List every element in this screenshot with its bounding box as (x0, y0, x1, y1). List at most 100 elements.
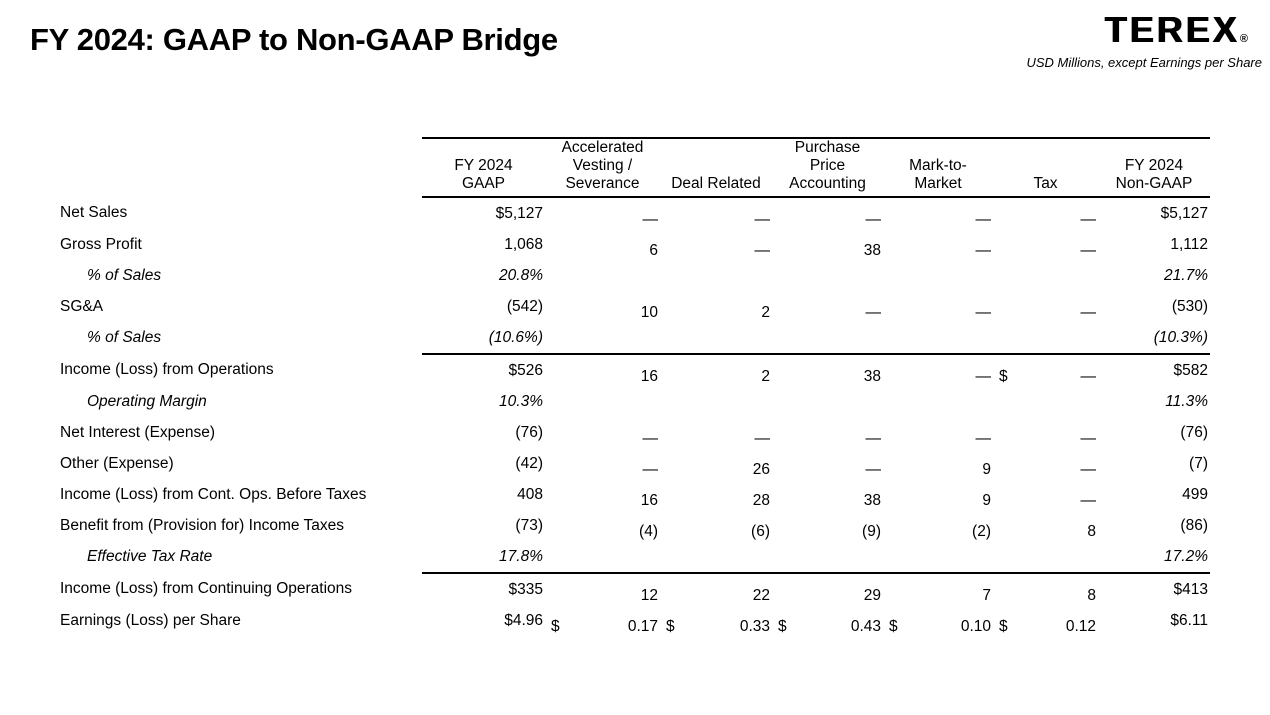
cell: 499 (1098, 479, 1210, 510)
cell-value: — (754, 241, 771, 259)
cell (772, 541, 883, 573)
table-row: Earnings (Loss) per Share $4.96 $0.17 $0.33… (60, 605, 1210, 636)
cell: 2 (660, 291, 772, 322)
cell: — (772, 448, 883, 479)
cell-value: 28 (752, 491, 770, 509)
cell-value: $4.96 (504, 611, 543, 629)
cell: 21.7% (1098, 260, 1210, 291)
cell-value: 16 (640, 491, 658, 509)
cell: (42) (422, 448, 545, 479)
cell (883, 322, 993, 354)
cell-value: (2) (972, 522, 991, 540)
row-label: Earnings (Loss) per Share (60, 611, 241, 629)
cell-value: 26 (752, 460, 770, 478)
cell-value: $526 (508, 361, 543, 379)
cell: 9 (883, 479, 993, 510)
cell-value: (7) (1189, 454, 1208, 472)
cell: (542) (422, 291, 545, 322)
registered-trademark-icon: ® (1239, 33, 1248, 45)
cell-value: 9 (982, 491, 991, 509)
cell (772, 260, 883, 291)
cell: $5,127 (1098, 197, 1210, 229)
row-label: Other (Expense) (60, 454, 174, 472)
cell-value: 12 (640, 586, 658, 604)
cell-value: — (1080, 367, 1097, 385)
table-row: Operating Margin 10.3% 11.3% (60, 386, 1210, 417)
cell-value: (530) (1171, 297, 1208, 315)
column-header-6: FY 2024 Non-GAAP (1098, 137, 1210, 198)
cell (772, 386, 883, 417)
cell: 38 (772, 229, 883, 260)
header-row: FY 2024 GAAP Accelerated Vesting / Severance… (60, 137, 1210, 198)
cell-value: — (1080, 429, 1097, 447)
cell: 8 (993, 572, 1098, 605)
cell-value: 408 (517, 485, 543, 503)
currency-prefix: $ (666, 617, 675, 635)
cell: — (660, 417, 772, 448)
row-label: % of Sales (87, 266, 162, 284)
cell (545, 386, 660, 417)
column-header-2: Deal Related (660, 137, 772, 198)
cell-value: (10.6%) (488, 328, 543, 346)
cell-value: — (865, 210, 882, 228)
cell: — (545, 417, 660, 448)
column-header-1: Accelerated Vesting / Severance (545, 137, 660, 198)
cell: $582 (1098, 353, 1210, 386)
cell-value: — (865, 460, 882, 478)
row-label: Benefit from (Provision for) Income Taxe… (60, 516, 344, 534)
column-header-5: Tax (993, 137, 1098, 198)
row-label: Income (Loss) from Continuing Operations (60, 580, 353, 597)
cell: — (772, 417, 883, 448)
units-note: USD Millions, except Earnings per Share (1026, 55, 1262, 70)
table-row: Benefit from (Provision for) Income Taxe… (60, 510, 1210, 541)
table-row: Income (Loss) from Continuing Operations… (60, 572, 1210, 605)
cell: 38 (772, 479, 883, 510)
cell-value: — (865, 429, 882, 447)
cell-value: 7 (982, 586, 991, 604)
cell-value: 0.17 (627, 617, 658, 635)
cell: $0.33 (660, 605, 772, 636)
cell: — (660, 197, 772, 229)
column-header-4: Mark-to- Market (883, 137, 993, 198)
cell: (86) (1098, 510, 1210, 541)
cell: 12 (545, 572, 660, 605)
cell-value: $582 (1173, 361, 1208, 379)
cell-value: — (1080, 241, 1097, 259)
row-label: Income (Loss) from Cont. Ops. Before Tax… (60, 485, 367, 503)
row-label: Effective Tax Rate (87, 548, 213, 565)
terex-logo: TEREX® (1026, 12, 1262, 48)
cell (660, 260, 772, 291)
table-row: Net Sales $5,127 — — — — — $5,127 (60, 197, 1210, 229)
cell (883, 541, 993, 573)
cell (660, 541, 772, 573)
row-label: Income (Loss) from Operations (60, 361, 274, 378)
cell: 16 (545, 479, 660, 510)
table-row: Income (Loss) from Cont. Ops. Before Tax… (60, 479, 1210, 510)
cell: $0.10 (883, 605, 993, 636)
cell (883, 260, 993, 291)
cell-value: (76) (515, 423, 543, 441)
cell-value: — (754, 429, 771, 447)
cell: (76) (422, 417, 545, 448)
cell: — (883, 197, 993, 229)
cell-value: — (975, 429, 992, 447)
page-title: FY 2024: GAAP to Non-GAAP Bridge (30, 22, 558, 57)
cell-value: 22 (752, 586, 770, 604)
cell-value: $5,127 (1160, 204, 1208, 222)
cell: — (883, 291, 993, 322)
table-row: Gross Profit 1,068 6 — 38 — — 1,112 (60, 229, 1210, 260)
cell-value: — (1080, 491, 1097, 509)
row-label: Net Sales (60, 204, 128, 221)
cell-value: 9 (982, 460, 991, 478)
cell: $0.43 (772, 605, 883, 636)
cell-value: — (975, 241, 992, 259)
cell: 10 (545, 291, 660, 322)
cell: (10.6%) (422, 322, 545, 354)
cell: (530) (1098, 291, 1210, 322)
cell: $0.12 (993, 605, 1098, 636)
cell (545, 541, 660, 573)
logo-text: TEREX (1104, 9, 1240, 50)
table-row: % of Sales (10.6%) (10.3%) (60, 322, 1210, 354)
currency-prefix: $ (999, 617, 1008, 635)
cell-value: (6) (751, 522, 770, 540)
